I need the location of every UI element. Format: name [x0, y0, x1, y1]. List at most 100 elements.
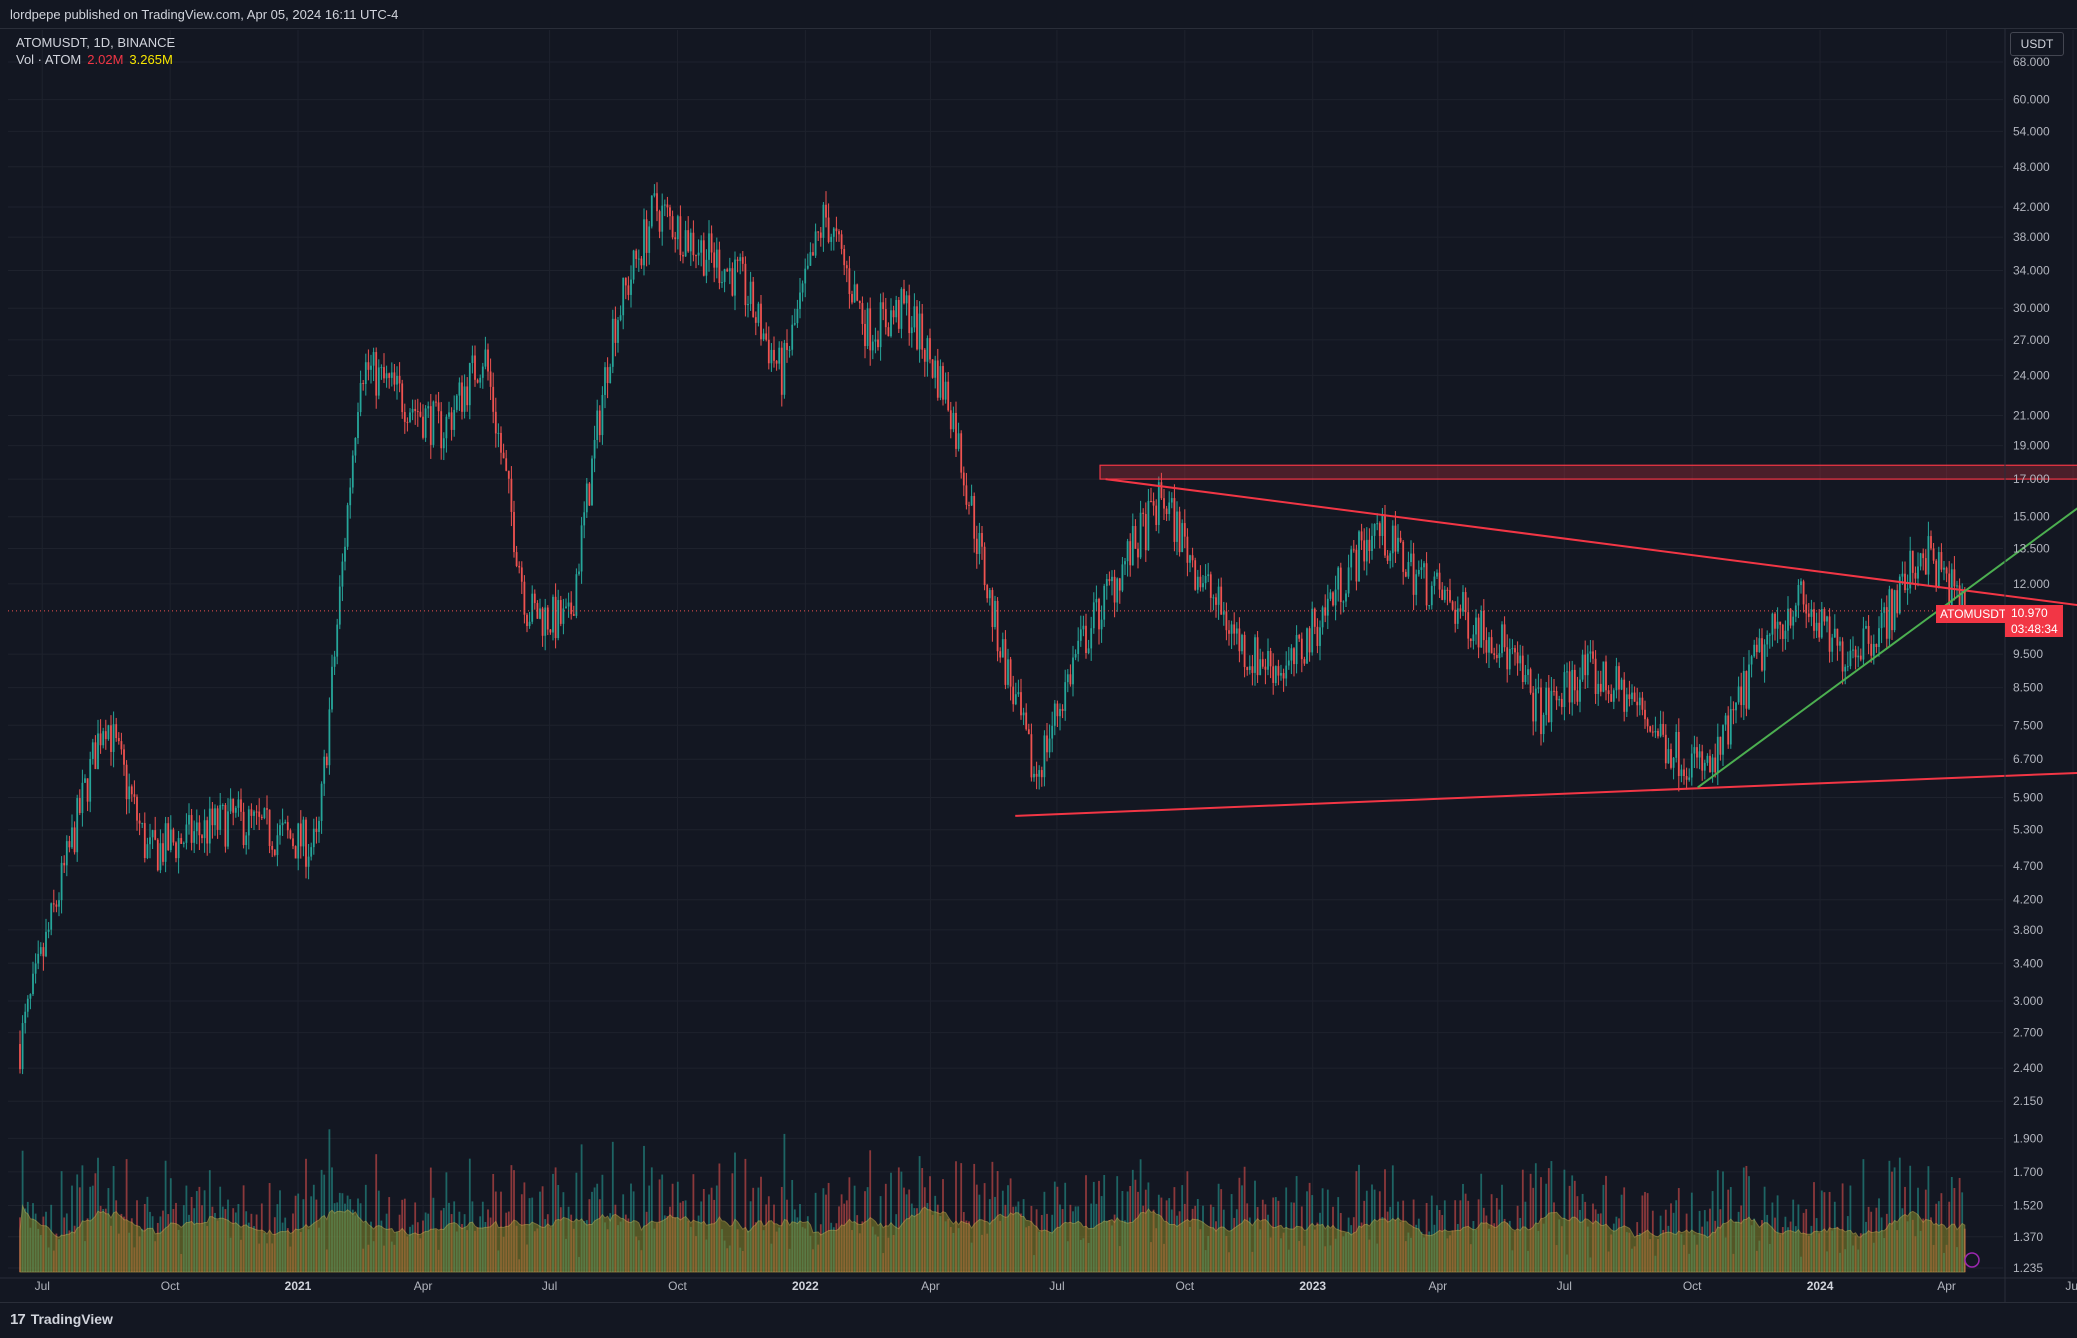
- currency-button[interactable]: USDT: [2010, 32, 2064, 56]
- candle-body: [640, 258, 643, 266]
- candle-body: [1389, 553, 1392, 561]
- tradingview-brand[interactable]: 17 TradingView: [10, 1311, 113, 1328]
- candle-body: [229, 798, 232, 812]
- candle-body: [1269, 650, 1272, 667]
- candle-body: [947, 381, 950, 411]
- candle-body: [1950, 569, 1953, 612]
- candle-body: [385, 373, 388, 379]
- candle-body: [1878, 628, 1880, 647]
- candle-body: [996, 600, 999, 652]
- price-tick-label: 5.900: [2013, 790, 2043, 804]
- symbol-legend[interactable]: ATOMUSDT, 1D, BINANCE: [16, 35, 176, 50]
- candle-body: [962, 472, 965, 486]
- volume-bar: [1534, 1163, 1537, 1272]
- candle-body: [1095, 598, 1098, 603]
- time-tick-label: Oct: [161, 1279, 180, 1293]
- candle-body: [1048, 738, 1051, 753]
- candle-body: [1165, 508, 1168, 515]
- candle-body: [97, 733, 99, 770]
- candle-body: [1246, 667, 1249, 671]
- candle-body: [364, 362, 367, 385]
- candle-body: [835, 228, 838, 232]
- price-tick-label: 3.400: [2013, 956, 2043, 970]
- candle-body: [689, 232, 692, 252]
- candle-body: [1238, 628, 1241, 652]
- candle-body: [910, 327, 913, 334]
- candle-body: [1701, 751, 1704, 771]
- candle-body: [258, 811, 261, 817]
- candle-body: [310, 847, 313, 857]
- candle-body: [845, 265, 848, 269]
- candle-body: [1919, 553, 1922, 567]
- candle-body: [1758, 638, 1761, 653]
- candle-body: [1885, 607, 1888, 639]
- candle-body: [318, 820, 320, 832]
- candle-body: [1854, 649, 1857, 658]
- candle-body: [419, 411, 422, 417]
- candle-body: [1867, 626, 1870, 644]
- volume-bar: [1841, 1183, 1844, 1272]
- time-tick-label: Apr: [1937, 1279, 1956, 1293]
- candle-body: [372, 352, 375, 366]
- candle-body: [1963, 589, 1966, 611]
- price-tick-label: 1.520: [2013, 1199, 2043, 1213]
- candle-body: [133, 794, 136, 797]
- candle-body: [923, 349, 926, 362]
- candle-body: [409, 412, 411, 423]
- candle-body: [879, 302, 882, 348]
- candle-body: [481, 366, 484, 378]
- candle-body: [596, 410, 599, 441]
- price-tick-label: 1.900: [2013, 1131, 2043, 1145]
- candle-body: [234, 807, 237, 813]
- candle-body: [37, 953, 40, 964]
- volume-bar: [1131, 1169, 1134, 1272]
- candle-body: [1196, 576, 1199, 590]
- candle-body: [1766, 635, 1769, 645]
- candle-body: [1350, 549, 1353, 568]
- candle-body: [942, 366, 944, 400]
- candle-body: [1519, 655, 1522, 664]
- candle-body: [1404, 571, 1407, 577]
- candle-body: [970, 496, 973, 506]
- price-tick-label: 30.000: [2013, 301, 2050, 315]
- candle-body: [1612, 690, 1615, 702]
- candle-body: [380, 367, 383, 369]
- candle-body: [1430, 585, 1433, 606]
- candle-body: [853, 284, 856, 303]
- candle-body: [861, 303, 864, 324]
- candle-body: [1898, 576, 1901, 614]
- candle-body: [1709, 755, 1711, 773]
- candle-body: [1267, 650, 1269, 670]
- candle-body: [614, 318, 617, 343]
- candle-body: [1438, 572, 1441, 590]
- candle-body: [1176, 511, 1178, 542]
- candle-body: [1459, 608, 1462, 612]
- candle-body: [1417, 569, 1420, 575]
- candle-body: [1308, 628, 1311, 653]
- candlestick-series: [19, 182, 1966, 1075]
- candle-body: [544, 607, 547, 636]
- support-trendline: [1015, 771, 2077, 817]
- candle-body: [832, 228, 835, 237]
- candle-body: [1046, 735, 1048, 753]
- volume-bar: [643, 1145, 645, 1272]
- candle-body: [299, 823, 302, 847]
- candle-body: [47, 929, 50, 932]
- volume-legend[interactable]: Vol · ATOM 2.02M 3.265M: [16, 52, 173, 67]
- volume-bar: [1716, 1170, 1719, 1272]
- candle-body: [1852, 649, 1854, 651]
- candle-body: [302, 819, 305, 847]
- candle-body: [780, 347, 783, 395]
- candle-body: [1313, 608, 1316, 627]
- candle-body: [1958, 585, 1961, 609]
- candle-body: [1407, 562, 1410, 577]
- candle-body: [1763, 644, 1766, 671]
- price-tick-label: 17.000: [2013, 472, 2050, 486]
- candle-body: [866, 308, 869, 347]
- candle-body: [375, 352, 378, 396]
- candle-body: [1061, 708, 1064, 711]
- candle-body: [1667, 749, 1670, 764]
- volume-bar: [554, 1167, 557, 1272]
- candle-body: [489, 371, 492, 387]
